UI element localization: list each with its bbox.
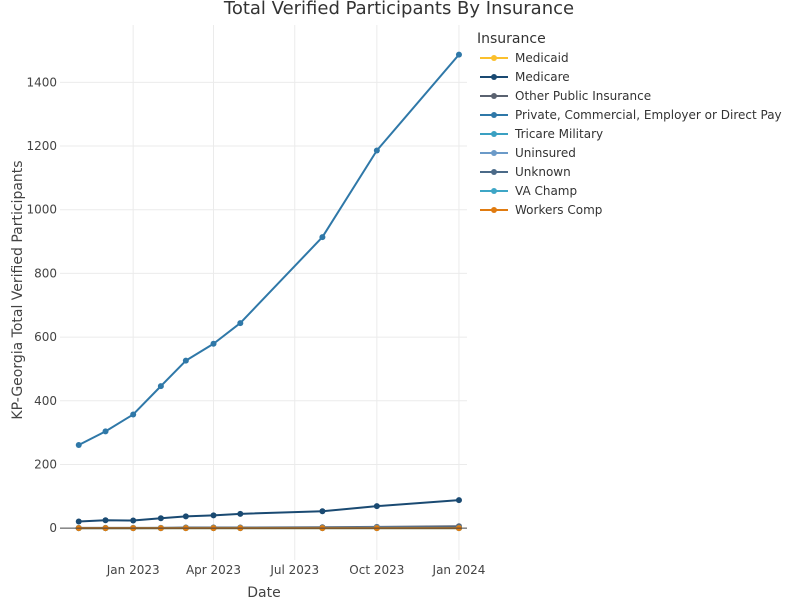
data-point	[237, 320, 244, 327]
data-point	[130, 517, 137, 524]
y-tick-label: 800	[34, 266, 57, 280]
legend-label: Medicaid	[515, 51, 569, 65]
x-tick-label: Oct 2023	[349, 563, 404, 577]
series-line	[78, 499, 460, 523]
legend-swatch-marker	[491, 112, 497, 118]
data-point	[130, 411, 137, 418]
data-point	[210, 340, 217, 347]
chart-title: Total Verified Participants By Insurance	[223, 0, 574, 19]
x-tick-label: Apr 2023	[186, 563, 241, 577]
series-line	[78, 53, 460, 446]
data-point	[102, 428, 109, 435]
y-tick-label: 200	[34, 457, 57, 471]
y-tick-label: 600	[34, 330, 57, 344]
legend-label: Other Public Insurance	[515, 89, 651, 103]
data-point	[182, 357, 189, 364]
y-tick-label: 1000	[26, 203, 57, 217]
x-axis-title: Date	[247, 585, 280, 600]
data-point	[237, 510, 244, 517]
legend-label: Medicare	[515, 70, 570, 84]
legend-swatch-marker	[491, 55, 497, 61]
x-tick-label: Jul 2023	[269, 563, 319, 577]
legend-label: Private, Commercial, Employer or Direct …	[515, 108, 782, 122]
data-point	[182, 513, 189, 520]
legend-swatch-marker	[491, 207, 497, 213]
y-tick-label: 0	[49, 521, 57, 535]
data-point	[373, 503, 380, 510]
data-point	[319, 508, 326, 515]
data-point	[157, 515, 164, 522]
legend-swatch-marker	[491, 169, 497, 175]
data-point	[455, 497, 462, 504]
legend-swatch-marker	[491, 74, 497, 80]
legend: Insurance Medicaid Medicare Other Public I…	[477, 31, 782, 217]
legend-label: Uninsured	[515, 146, 576, 160]
data-point	[75, 518, 82, 525]
x-tick-label: Jan 2023	[106, 563, 160, 577]
axis-layer: Jan 2023 Apr 2023 Jul 2023 Oct 2023 Jan 2024…	[26, 75, 485, 577]
x-tick-label: Jan 2024	[432, 563, 486, 577]
y-tick-label: 1200	[26, 139, 57, 153]
legend-swatch-marker	[491, 93, 497, 99]
y-axis-title: KP-Georgia Total Verified Participants	[10, 160, 26, 419]
y-tick-label: 400	[34, 394, 57, 408]
data-point	[210, 512, 217, 519]
legend-swatch-marker	[491, 150, 497, 156]
legend-label: Tricare Military	[514, 127, 603, 141]
legend-swatch-marker	[491, 188, 497, 194]
data-point	[157, 383, 164, 390]
legend-title: Insurance	[477, 31, 546, 47]
legend-swatch-marker	[491, 131, 497, 137]
y-tick-label: 1400	[26, 75, 57, 89]
legend-label: VA Champ	[515, 184, 577, 198]
data-point	[75, 442, 82, 449]
data-point	[102, 517, 109, 524]
legend-label: Unknown	[515, 165, 571, 179]
legend-label: Workers Comp	[515, 203, 602, 217]
grid-layer	[60, 25, 467, 560]
data-point	[319, 234, 326, 241]
data-point	[455, 51, 462, 58]
data-point	[373, 147, 380, 154]
